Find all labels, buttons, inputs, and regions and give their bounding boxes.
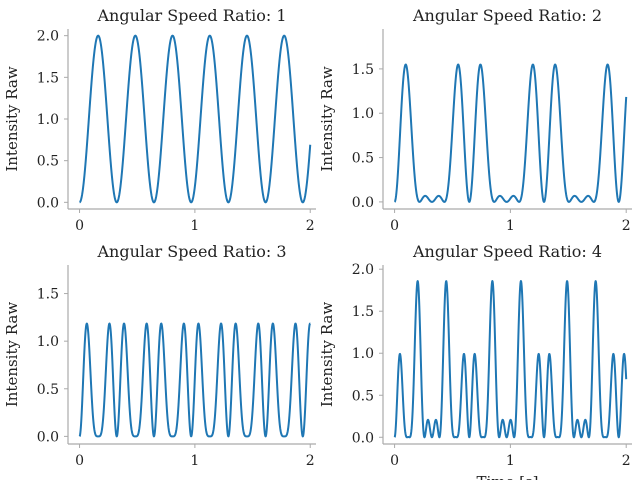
- series-line: [78, 322, 311, 438]
- y-tick-label: 2.0: [37, 29, 59, 45]
- y-axis-label: Intensity Raw: [3, 66, 21, 171]
- y-tick-label: 0.5: [37, 382, 59, 398]
- x-tick-label: 1: [190, 453, 199, 469]
- x-tick-label: 1: [190, 218, 199, 234]
- y-tick-label: 1.5: [37, 287, 59, 303]
- y-tick-label: 1.0: [37, 334, 59, 350]
- y-axis-label: Intensity Raw: [318, 302, 336, 407]
- y-tick-label: 1.5: [37, 70, 59, 86]
- x-axis-label: Time [s]: [476, 473, 538, 480]
- y-tick-label: 0.0: [352, 430, 374, 446]
- x-tick-label: 2: [622, 453, 631, 469]
- x-tick-label: 2: [306, 453, 315, 469]
- y-tick-label: 1.5: [352, 62, 374, 78]
- subplot-3: Angular Speed Ratio: 3 0.0 0.5 1.0 1.5 0 1 2 Int…: [3, 242, 316, 469]
- y-tick-label: 2.0: [352, 262, 374, 278]
- x-tick-label: 1: [506, 453, 515, 469]
- y-tick-label: 1.0: [352, 106, 374, 122]
- y-tick-label: 0.5: [352, 388, 374, 404]
- x-tick-label: 2: [306, 218, 315, 234]
- y-tick-label: 1.0: [37, 112, 59, 128]
- series-line: [393, 63, 628, 203]
- subplot-2: Angular Speed Ratio: 2 0.0 0.5 1.0 1.5 0 1 2 Int…: [318, 6, 632, 234]
- y-tick-label: 0.5: [37, 154, 59, 170]
- subplot-title: Angular Speed Ratio: 1: [96, 6, 286, 25]
- y-tick-label: 0.0: [352, 195, 374, 211]
- x-tick-label: 0: [390, 453, 399, 469]
- x-tick-label: 1: [506, 218, 515, 234]
- x-tick-label: 0: [390, 218, 399, 234]
- y-tick-label: 0.0: [37, 195, 59, 211]
- y-tick-label: 1.0: [352, 346, 374, 362]
- y-tick-label: 0.0: [37, 429, 59, 445]
- series-line: [78, 34, 312, 204]
- subplot-1: Angular Speed Ratio: 1 0.0 0.5 1.0 1.5 2.0 0 1 2…: [3, 6, 316, 234]
- subplot-title: Angular Speed Ratio: 2: [412, 6, 602, 25]
- subplot-title: Angular Speed Ratio: 4: [412, 242, 602, 261]
- y-axis-label: Intensity Raw: [3, 302, 21, 407]
- y-axis-label: Intensity Raw: [318, 66, 336, 171]
- x-tick-label: 2: [622, 218, 631, 234]
- series-line: [393, 280, 628, 439]
- x-tick-label: 0: [75, 218, 84, 234]
- subplot-4: Angular Speed Ratio: 4 0.0 0.5 1.0 1.5 2.0 0 1 2…: [318, 242, 632, 480]
- subplot-title: Angular Speed Ratio: 3: [96, 242, 286, 261]
- y-tick-label: 0.5: [352, 151, 374, 167]
- x-tick-label: 0: [75, 453, 84, 469]
- y-tick-label: 1.5: [352, 304, 374, 320]
